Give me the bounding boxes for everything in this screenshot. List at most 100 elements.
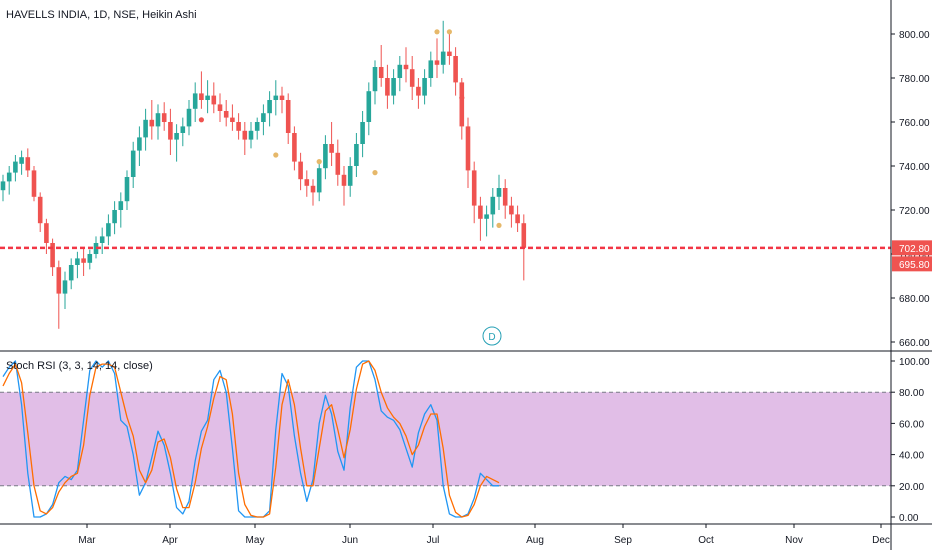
candle-up [347, 166, 353, 186]
candle-down [310, 185, 316, 193]
candle-up [428, 60, 434, 78]
candle-up [6, 172, 12, 182]
stoch-tick-label: 0.00 [899, 513, 919, 524]
price-label-text: 702.80 [899, 244, 930, 255]
signal-marker [446, 29, 452, 35]
stoch-tick-label: 40.00 [899, 451, 924, 462]
x-tick-label: Nov [785, 535, 803, 546]
event-marker[interactable]: D [482, 326, 502, 346]
candle-down [341, 174, 347, 186]
candle-down [478, 205, 483, 219]
candle-down [409, 69, 415, 87]
candle-down [211, 95, 217, 105]
candle-up [366, 91, 372, 122]
candle-down [50, 243, 55, 268]
candle-up [397, 64, 403, 78]
signal-marker [273, 152, 279, 158]
price-tick-label: 800.00 [899, 30, 930, 41]
candle-down [385, 78, 390, 96]
candle-down [416, 86, 421, 96]
candle-up [248, 130, 254, 140]
candle-up [137, 137, 142, 151]
candle-down [199, 93, 204, 100]
event-marker-circle [482, 326, 502, 346]
candle-down [459, 82, 465, 127]
stoch-rsi-title: Stoch RSI (3, 3, 14, 14, close) [6, 360, 153, 372]
candle-up [391, 78, 396, 96]
candle-up [180, 126, 186, 133]
x-tick-label: Apr [162, 535, 178, 546]
candle-down [509, 205, 514, 215]
candle-up [186, 108, 192, 127]
price-label-text: 695.80 [899, 260, 930, 271]
candle-up [143, 119, 148, 138]
signal-marker [316, 159, 322, 165]
candle-up [106, 223, 111, 237]
candle-down [403, 64, 409, 70]
candle-down [447, 51, 452, 56]
x-tick-label: Mar [78, 535, 96, 546]
candle-up [13, 161, 18, 173]
stoch-tick-label: 20.00 [899, 482, 924, 493]
candle-down [37, 196, 43, 224]
candle-down [515, 214, 520, 224]
candle-down [304, 179, 310, 186]
price-label-box [892, 256, 932, 272]
candle-up [484, 214, 489, 219]
candle-up [62, 280, 68, 294]
candle-up [267, 100, 272, 114]
candle-down [465, 126, 471, 171]
candle-down [521, 223, 527, 248]
signal-marker [459, 95, 465, 101]
candle-down [298, 161, 303, 180]
candle-down [161, 113, 167, 122]
candle-down [168, 122, 173, 140]
candle-up [440, 51, 446, 65]
candle-down [292, 133, 297, 162]
stoch-rsi-series [2, 360, 500, 518]
candle-down [335, 152, 341, 175]
candle-down [217, 104, 223, 111]
candle-up [261, 113, 266, 122]
candle-up [254, 122, 260, 131]
stoch-line-d [2, 360, 500, 518]
price-label-box [892, 240, 932, 256]
candle-up [490, 196, 496, 215]
candle-down [31, 170, 37, 197]
price-tick-label: 780.00 [899, 74, 930, 85]
price-tick-label: 680.00 [899, 294, 930, 305]
x-tick-label: Jul [427, 535, 440, 546]
signal-marker [372, 170, 378, 176]
stoch-tick-label: 80.00 [899, 388, 924, 399]
candle-up [372, 67, 378, 92]
x-tick-label: Aug [526, 535, 544, 546]
candle-down [329, 144, 334, 153]
candle-up [118, 201, 124, 210]
candle-up [0, 181, 6, 191]
candle-up [354, 144, 359, 166]
candle-down [378, 67, 384, 78]
candle-down [453, 56, 458, 83]
candle-up [496, 188, 502, 197]
candle-up [360, 122, 365, 144]
candle-up [68, 265, 74, 281]
candle-down [242, 130, 248, 140]
x-tick-label: Jun [342, 535, 358, 546]
signal-marker [434, 29, 440, 35]
x-tick-label: Sep [614, 535, 632, 546]
chart-title: HAVELLS INDIA, 1D, NSE, Heikin Ashi [6, 9, 197, 21]
signal-markers [198, 29, 502, 228]
candle-down [236, 122, 241, 131]
stoch-line-k [2, 360, 499, 518]
price-tick-label: 720.00 [899, 206, 930, 217]
candle-down [56, 267, 62, 294]
candle-down [434, 60, 440, 65]
stoch-tick-label: 60.00 [899, 419, 924, 430]
signal-marker [496, 222, 502, 228]
price-tick-label: 760.00 [899, 118, 930, 129]
candle-down [149, 119, 155, 127]
candle-up [323, 144, 328, 169]
candle-up [316, 168, 322, 193]
